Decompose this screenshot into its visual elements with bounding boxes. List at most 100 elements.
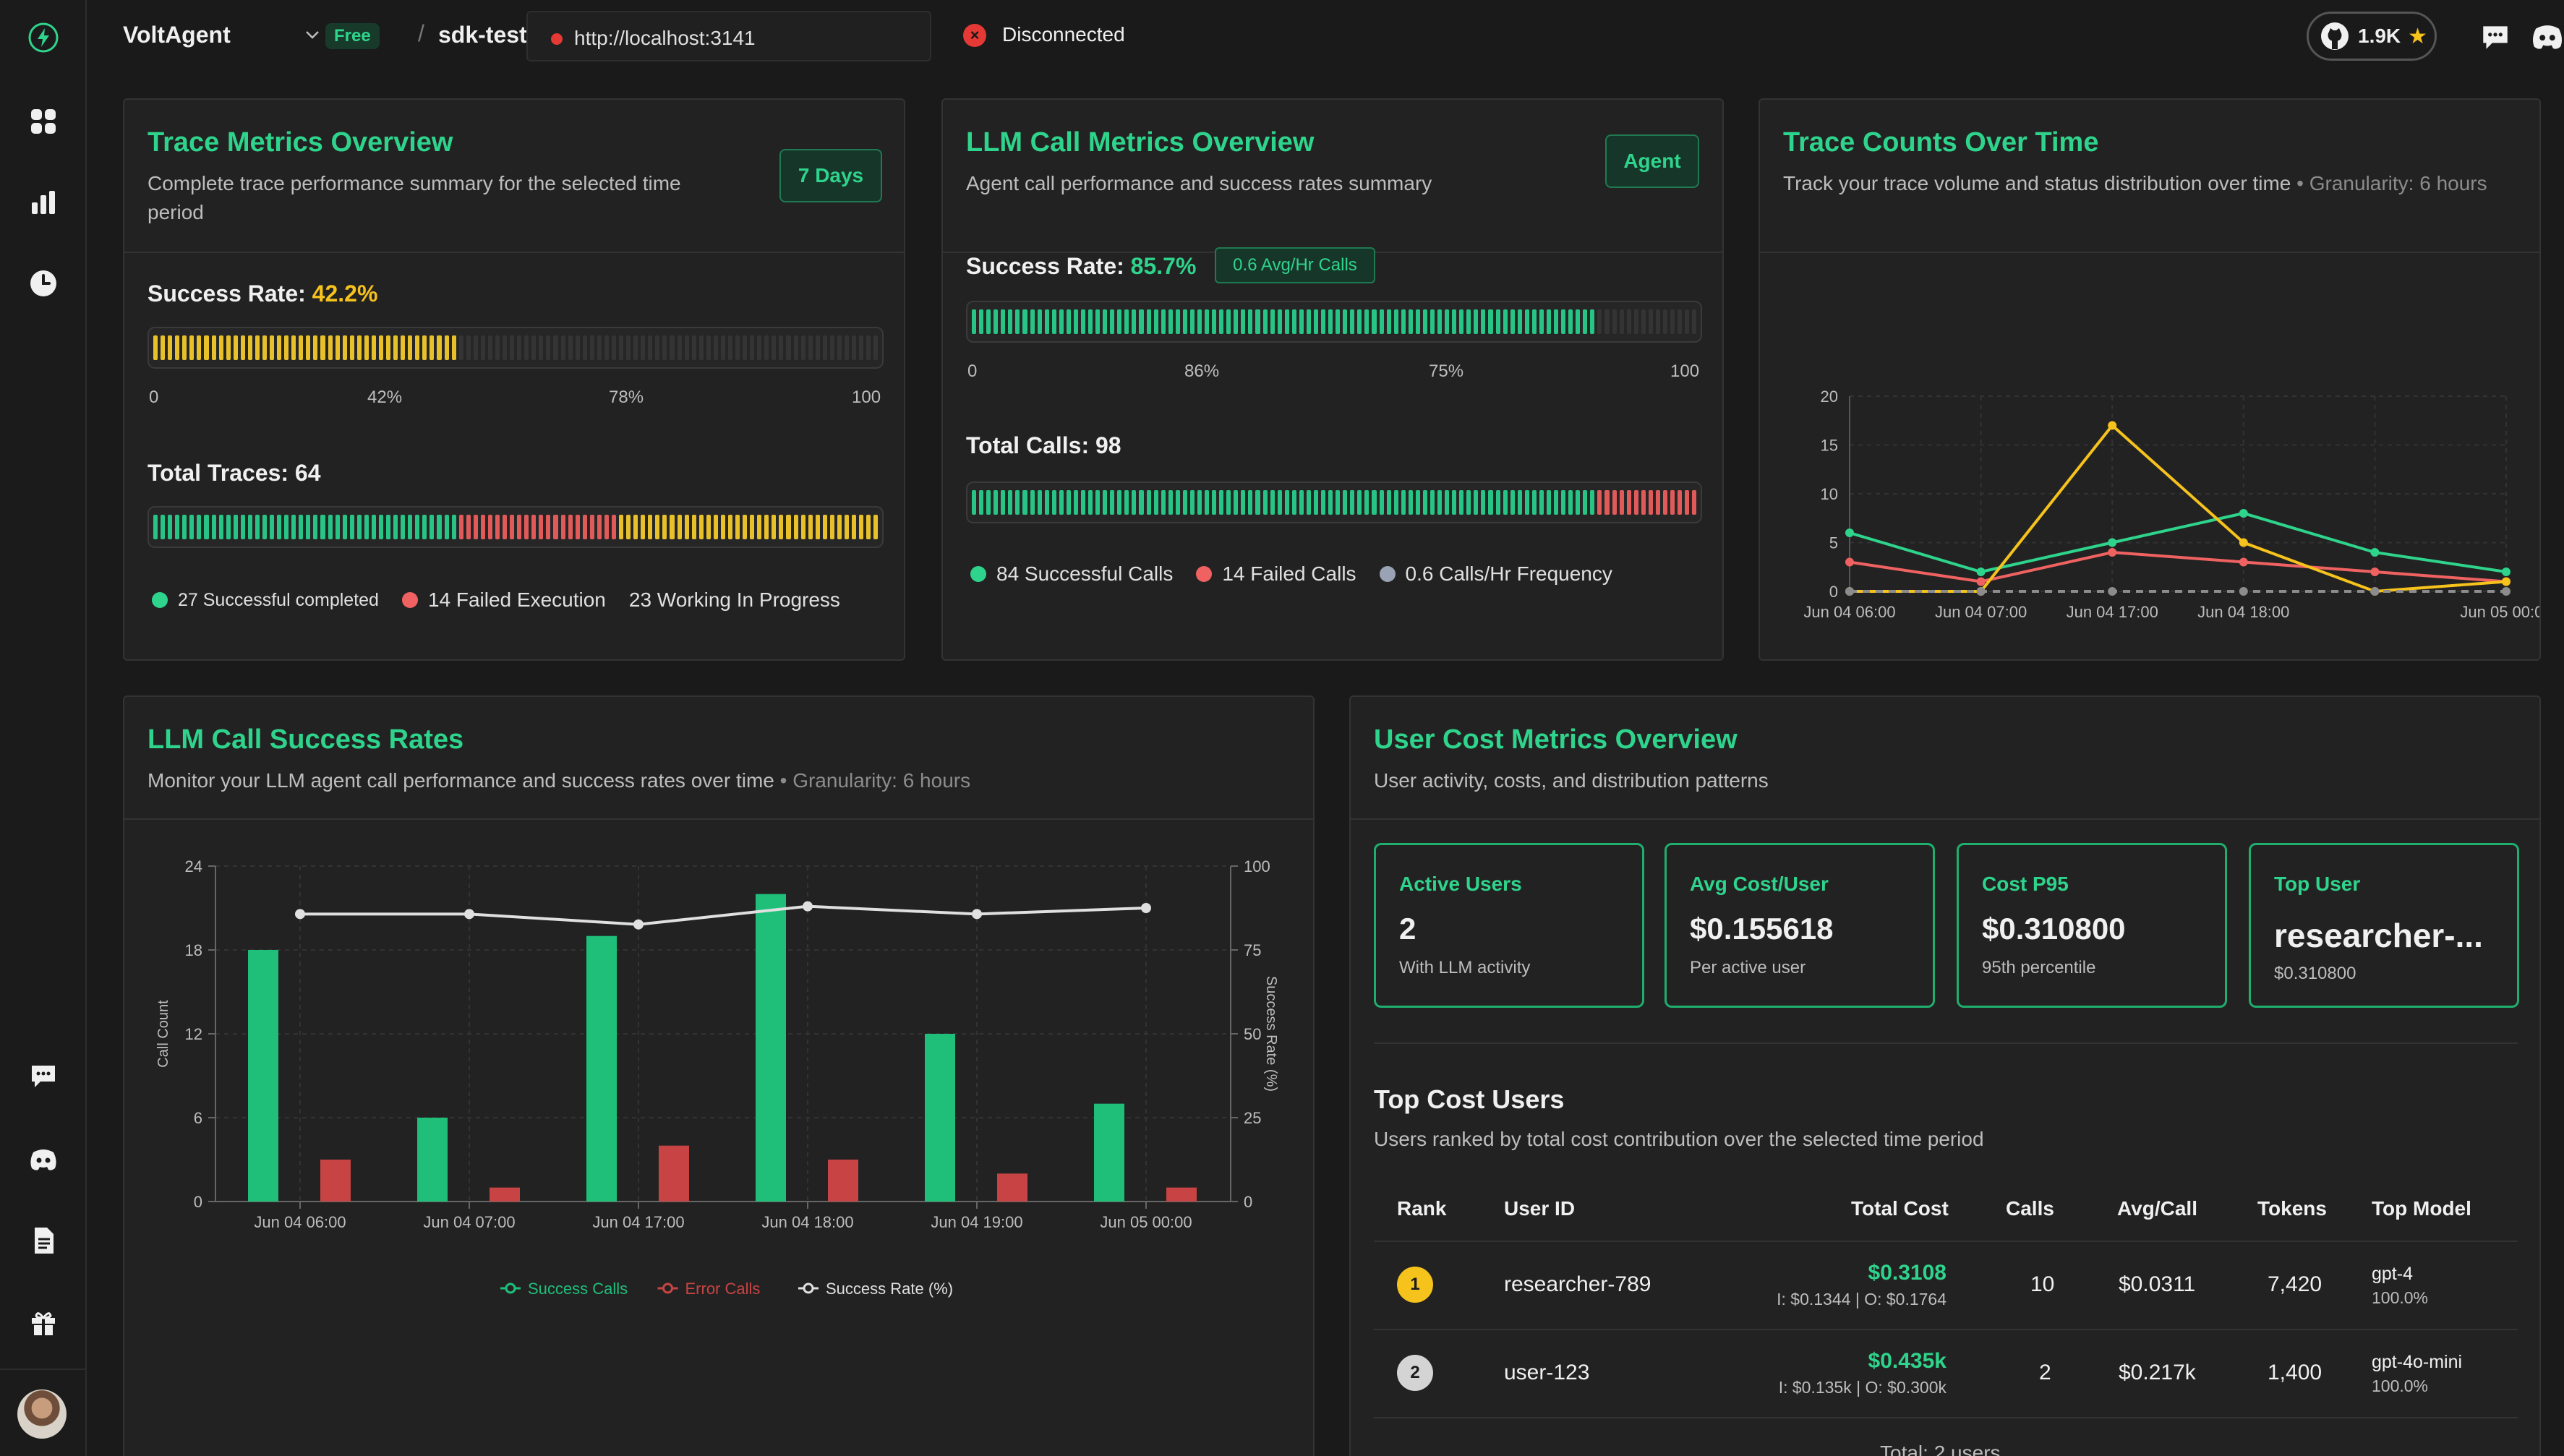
- progress-tick: [1110, 309, 1115, 334]
- x-tick-label: Jun 04 06:00: [254, 1213, 346, 1231]
- progress-tick: [1459, 309, 1464, 334]
- gift-icon[interactable]: [22, 1301, 65, 1345]
- github-stars-button[interactable]: 1.9K ★: [2307, 12, 2437, 61]
- progress-tick: [458, 515, 463, 539]
- progress-tick: [698, 515, 704, 539]
- scale-label: 78%: [609, 387, 644, 407]
- stat-value: 2: [1399, 912, 1416, 946]
- data-point: [1976, 577, 1986, 586]
- card-title: LLM Call Success Rates: [148, 724, 464, 755]
- x-tick-label: Jun 04 17:00: [2067, 603, 2158, 621]
- progress-tick: [597, 335, 602, 360]
- breadcrumb-separator: /: [418, 20, 424, 46]
- clock-icon[interactable]: [22, 262, 65, 305]
- discord-icon[interactable]: [22, 1138, 65, 1181]
- progress-tick: [1445, 490, 1450, 515]
- progress-tick: [1161, 309, 1166, 334]
- progress-tick: [1139, 309, 1144, 334]
- stat-label: Avg Cost/User: [1690, 873, 1829, 895]
- document-icon[interactable]: [22, 1219, 65, 1262]
- progress-tick: [793, 335, 798, 360]
- progress-tick: [1219, 309, 1224, 334]
- progress-tick: [1030, 309, 1035, 334]
- progress-tick: [1590, 309, 1595, 334]
- progress-tick: [1510, 309, 1515, 334]
- success-bar: [925, 1034, 955, 1202]
- progress-tick: [189, 335, 195, 360]
- progress-tick: [1357, 309, 1362, 334]
- voltagent-logo-icon[interactable]: [22, 16, 65, 59]
- progress-tick: [568, 515, 573, 539]
- progress-tick: [575, 335, 580, 360]
- progress-tick: [1117, 490, 1122, 515]
- agent-filter-button[interactable]: Agent: [1605, 134, 1699, 188]
- avatar[interactable]: [17, 1389, 67, 1439]
- legend-marker: [505, 1282, 516, 1294]
- discord-icon[interactable]: [2529, 19, 2564, 55]
- success-dot-icon: [152, 592, 168, 608]
- top-model: gpt-4: [2372, 1264, 2413, 1284]
- success-bar: [756, 894, 786, 1202]
- trace-metrics-card: Trace Metrics Overview Complete trace pe…: [123, 98, 905, 661]
- progress-tick: [764, 515, 769, 539]
- progress-tick: [582, 335, 587, 360]
- data-point: [2502, 587, 2510, 596]
- chat-icon[interactable]: [22, 1054, 65, 1097]
- progress-tick: [706, 335, 711, 360]
- chevron-down-icon[interactable]: [304, 26, 321, 43]
- progress-tick: [1670, 490, 1675, 515]
- tokens: 1,400: [2268, 1361, 2322, 1384]
- top-model-share: 100.0%: [2372, 1288, 2429, 1307]
- progress-tick: [299, 335, 304, 360]
- progress-tick: [735, 335, 740, 360]
- server-url-field[interactable]: http://localhost:3141: [526, 11, 931, 61]
- y-tick-label: 24: [185, 857, 202, 875]
- progress-tick: [451, 335, 456, 360]
- progress-tick: [619, 335, 624, 360]
- progress-tick: [495, 335, 500, 360]
- progress-tick: [1124, 490, 1129, 515]
- dashboard-icon[interactable]: [22, 100, 65, 143]
- stat-avg-cost: Avg Cost/User $0.155618 Per active user: [1665, 843, 1935, 1008]
- success-bar: [417, 1118, 448, 1202]
- progress-tick: [510, 335, 515, 360]
- progress-tick: [240, 515, 245, 539]
- progress-tick: [684, 335, 689, 360]
- progress-tick: [226, 515, 231, 539]
- progress-tick: [626, 515, 631, 539]
- legend-frequency: 0.6 Calls/Hr Frequency: [1405, 562, 1612, 585]
- user-cost-card: User Cost Metrics Overview User activity…: [1349, 695, 2541, 1456]
- progress-tick: [1234, 309, 1239, 334]
- progress-tick: [779, 335, 784, 360]
- scale-label: 42%: [367, 387, 403, 407]
- progress-tick: [1422, 309, 1427, 334]
- progress-tick: [1685, 309, 1690, 334]
- total-calls-label: Total Calls: 98: [966, 432, 1121, 458]
- progress-tick: [1466, 490, 1471, 515]
- progress-tick: [1488, 490, 1493, 515]
- progress-tick: [328, 515, 333, 539]
- progress-tick: [626, 335, 631, 360]
- progress-tick: [226, 335, 231, 360]
- user-id: researcher-789: [1504, 1272, 1651, 1296]
- success-rate-label: Success Rate: 42.2%: [148, 281, 377, 307]
- progress-tick: [335, 515, 340, 539]
- success-rate-point: [464, 909, 474, 920]
- progress-tick: [866, 335, 871, 360]
- project-selector[interactable]: sdk-test: [438, 22, 527, 48]
- y-tick-label: 0: [194, 1193, 202, 1211]
- y2-tick-label: 0: [1244, 1193, 1252, 1211]
- chat-icon[interactable]: [2479, 20, 2512, 53]
- progress-tick: [1001, 309, 1006, 334]
- chart-icon[interactable]: [22, 181, 65, 224]
- section-divider: [1374, 1042, 2518, 1044]
- progress-tick: [560, 335, 565, 360]
- progress-tick: [648, 515, 653, 539]
- progress-tick: [1641, 309, 1646, 334]
- progress-tick: [1633, 309, 1638, 334]
- progress-tick: [546, 335, 551, 360]
- failed-dot-icon: [1196, 566, 1213, 582]
- time-range-button[interactable]: 7 Days: [779, 149, 882, 202]
- progress-tick: [189, 515, 195, 539]
- progress-tick: [1568, 490, 1573, 515]
